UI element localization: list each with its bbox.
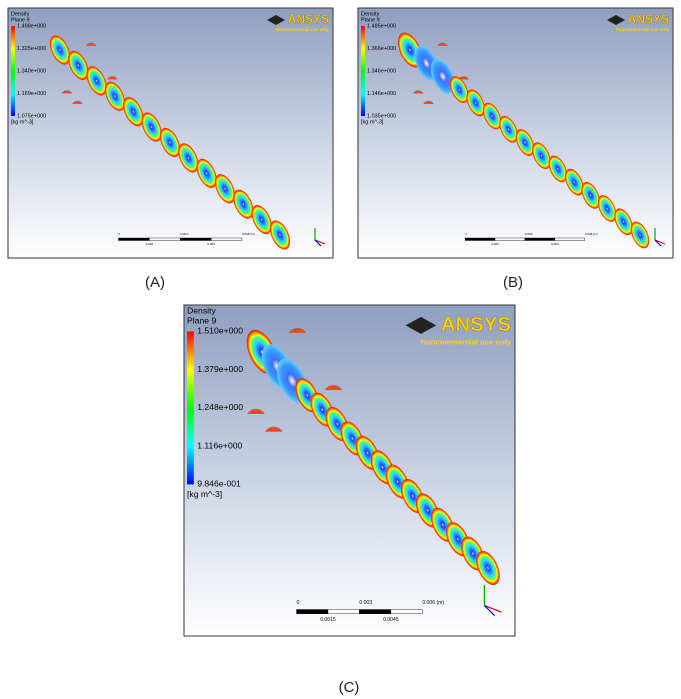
panel-background	[184, 305, 515, 636]
legend-value: 1.379e+000	[197, 364, 243, 374]
legend-value: 1.325e+000	[17, 46, 46, 52]
color-bar	[187, 331, 194, 484]
logo: ANSYS	[288, 12, 329, 26]
legend-unit: [kg m^-3]	[187, 489, 222, 499]
scale-label: 0.008 (m)	[242, 232, 255, 236]
legend-unit: [kg m^-3]	[11, 119, 34, 125]
scale-label: 0.006 (m)	[422, 600, 444, 606]
scale-label: 0.006	[207, 242, 215, 246]
legend-value: 1.366e+000	[367, 46, 396, 52]
panel-caption: (A)	[145, 274, 165, 291]
scale-segment	[328, 610, 359, 614]
scale-segment	[525, 238, 555, 241]
color-bar	[11, 26, 15, 116]
scale-segment	[359, 610, 390, 614]
scale-segment	[465, 238, 495, 241]
legend-value: 1.510e+000	[197, 326, 243, 336]
figure: DensityPlane 9 1.498e+000 1.325e+000 1.340e…	[0, 0, 681, 699]
legend-unit: [kg m^-3]	[361, 119, 384, 125]
scale-segment	[180, 238, 211, 241]
legend-value: 1.498e+000	[17, 23, 46, 29]
scale-segment	[391, 610, 422, 614]
notice: Noncommercial use only	[616, 27, 670, 32]
panel-caption: (C)	[339, 679, 360, 696]
legend-subtitle: Plane 9	[187, 315, 216, 325]
scale-label: 0.0045	[383, 617, 399, 623]
legend-value: 1.485e+000	[367, 23, 396, 29]
scale-segment	[119, 238, 150, 241]
legend-title: Density	[187, 305, 216, 315]
logo: ANSYS	[441, 314, 511, 336]
legend-value: 1.169e+000	[17, 91, 46, 97]
scale-label: 0.004	[525, 232, 533, 236]
scale-segment	[495, 238, 525, 241]
notice: Noncommercial use only	[276, 27, 330, 32]
scale-label: 0.006	[551, 242, 559, 246]
scale-label: 0.0015	[320, 617, 336, 623]
scale-label: 0.003	[359, 600, 372, 606]
scale-segment	[555, 238, 585, 241]
scale-label: 0.004	[180, 232, 188, 236]
scale-segment	[211, 238, 242, 241]
scale-label: 0.002	[491, 242, 499, 246]
scale-label: 0.008 (m)	[585, 232, 598, 236]
legend-value: 1.346e+000	[367, 68, 396, 74]
scale-segment	[149, 238, 180, 241]
scale-label: 0.002	[146, 242, 154, 246]
legend-value: 9.846e-001	[197, 479, 241, 489]
legend-value: 1.116e+000	[197, 440, 242, 450]
color-bar	[361, 26, 365, 116]
scale-label: 0	[297, 600, 300, 606]
panel-caption: (B)	[503, 274, 523, 291]
legend-value: 1.340e+000	[17, 68, 46, 74]
logo: ANSYS	[628, 12, 669, 26]
legend-value: 1.248e+000	[197, 402, 243, 412]
legend-value: 1.146e+000	[367, 91, 396, 97]
scale-segment	[297, 610, 328, 614]
notice: Noncommercial use only	[421, 337, 512, 346]
